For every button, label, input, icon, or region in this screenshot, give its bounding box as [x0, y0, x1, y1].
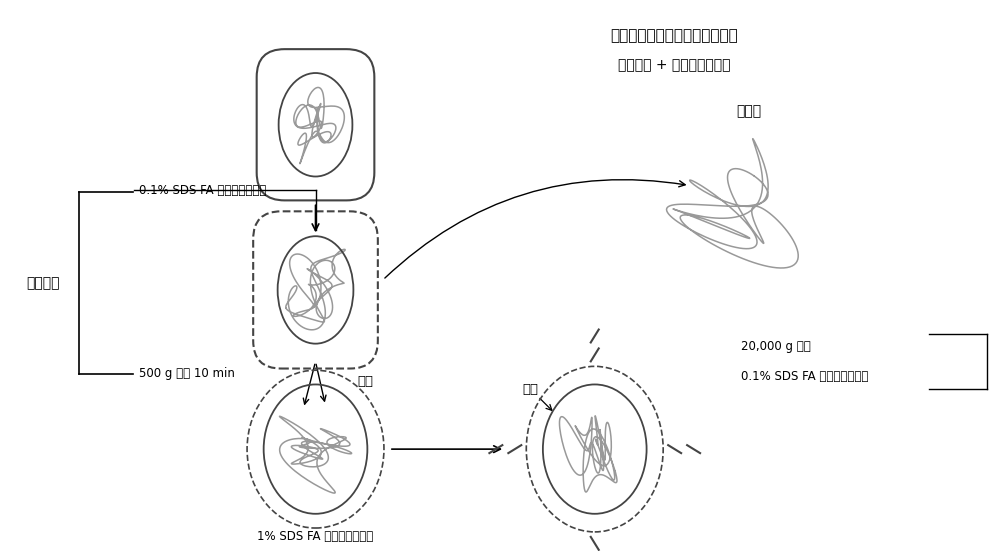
Text: 20,000 g 离心: 20,000 g 离心 — [741, 340, 811, 353]
Text: 细胞分步裂解纯化高质量染色质: 细胞分步裂解纯化高质量染色质 — [611, 28, 738, 43]
Text: 核质: 核质 — [522, 383, 538, 396]
Text: 0.1% SDS FA 细胞裂解缓冲液: 0.1% SDS FA 细胞裂解缓冲液 — [741, 370, 869, 383]
Text: 1% SDS FA 细胞裂解缓冲液: 1% SDS FA 细胞裂解缓冲液 — [257, 530, 374, 543]
Text: 胞质: 胞质 — [357, 375, 373, 388]
Text: 500 g 离心 10 min: 500 g 离心 10 min — [139, 367, 235, 380]
Text: （细胞膜 + 核膜穿孔裂解）: （细胞膜 + 核膜穿孔裂解） — [618, 58, 731, 72]
Text: 0.1% SDS FA 细胞裂解缓冲液: 0.1% SDS FA 细胞裂解缓冲液 — [139, 184, 266, 197]
Text: 染色质: 染色质 — [737, 104, 762, 118]
Text: 重复一次: 重复一次 — [26, 276, 60, 290]
